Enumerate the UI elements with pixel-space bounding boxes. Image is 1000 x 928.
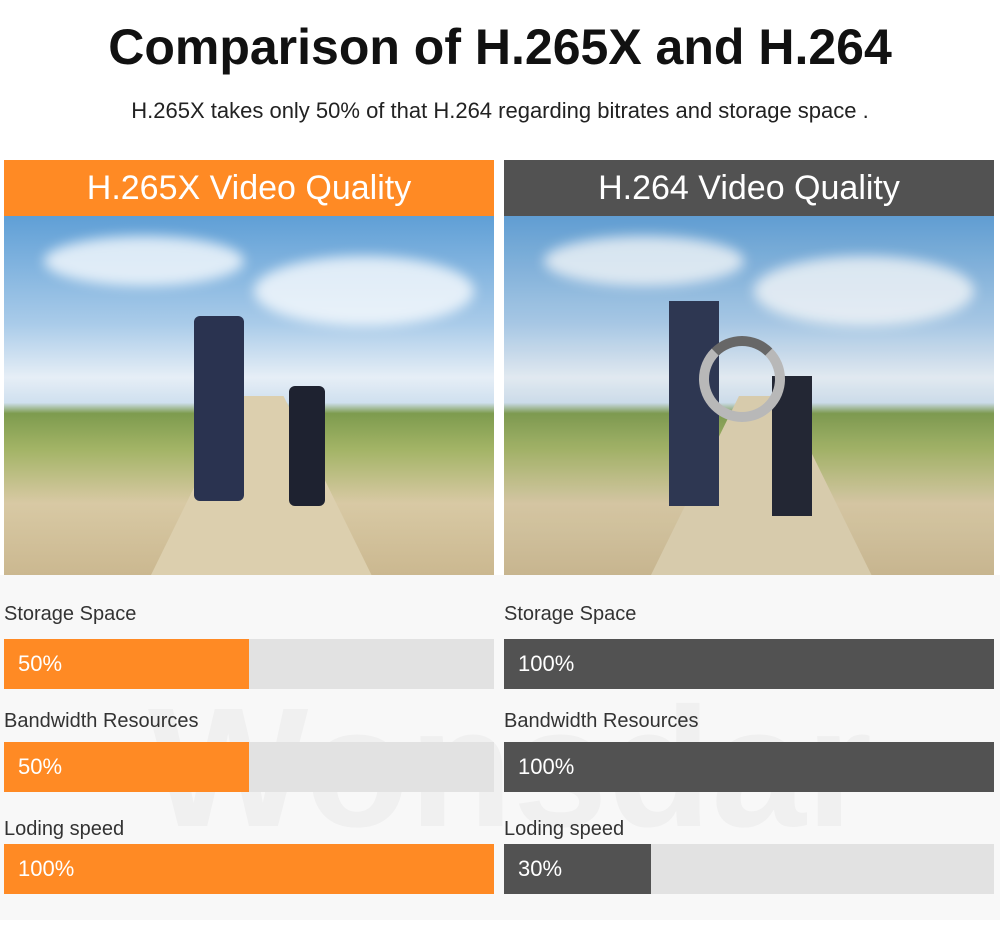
panel-header: H.265X Video Quality — [4, 160, 494, 216]
metric-bar-fill: 100% — [4, 844, 494, 894]
loading-spinner-icon — [699, 336, 785, 422]
metric-bar-fill: 100% — [504, 742, 994, 792]
metric-label: Storage Space — [504, 603, 637, 625]
metric-bar-track: 100% — [504, 639, 994, 689]
metric-bar-track: 30% — [504, 844, 994, 894]
metric-label: Loding speed — [4, 818, 125, 840]
metric-bar-fill: 30% — [504, 844, 651, 894]
metric-label: Bandwidth Resources — [504, 710, 699, 732]
metric-bar-fill: 50% — [4, 742, 249, 792]
metric-label: Bandwidth Resources — [4, 710, 199, 732]
metric-bar-fill: 100% — [504, 639, 994, 689]
metric-bar-fill: 50% — [4, 639, 249, 689]
sharp-video-image — [4, 216, 494, 575]
metric-label: Loding speed — [504, 818, 625, 840]
subtitle: H.265X takes only 50% of that H.264 rega… — [131, 98, 869, 123]
metric-bar-track: 50% — [4, 742, 494, 792]
panel-h264: H.264 Video Quality — [504, 160, 994, 575]
metric-bar-track: 50% — [4, 639, 494, 689]
pixelated-video-image — [504, 216, 994, 575]
metric-label: Storage Space — [4, 603, 137, 625]
metric-bar-track: 100% — [4, 844, 494, 894]
panel-h265: H.265X Video Quality — [4, 160, 494, 575]
metric-bar-track: 100% — [504, 742, 994, 792]
panel-header: H.264 Video Quality — [504, 160, 994, 216]
page-title: Comparison of H.265X and H.264 — [108, 19, 892, 75]
